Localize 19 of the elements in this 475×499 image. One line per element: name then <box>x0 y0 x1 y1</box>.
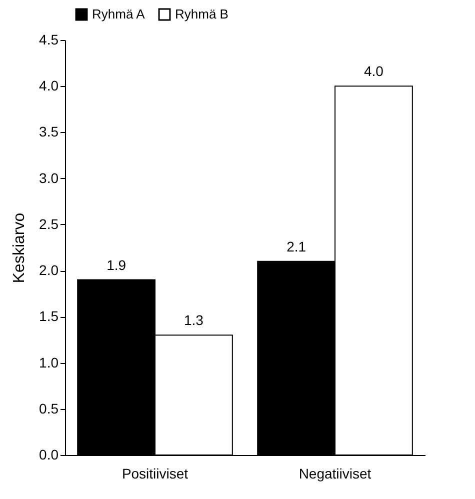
data-label: 2.1 <box>286 238 306 254</box>
y-tick-label: 2.5 <box>39 216 59 232</box>
x-tick-label: Negatiiviset <box>298 466 372 482</box>
y-tick-label: 0.0 <box>39 446 59 462</box>
y-tick-label: 4.0 <box>39 78 59 94</box>
y-axis-title: Keskiarvo <box>11 212 28 284</box>
x-tick-label: Positiiviset <box>122 466 188 482</box>
y-tick-label: 1.5 <box>39 308 59 324</box>
y-tick-label: 2.0 <box>39 262 59 278</box>
y-tick-label: 3.0 <box>39 170 59 186</box>
data-label: 1.9 <box>106 256 126 273</box>
legend-label: Ryhmä B <box>175 6 228 22</box>
y-tick-label: 3.5 <box>39 124 59 140</box>
data-label: 1.3 <box>184 312 204 328</box>
legend-label: Ryhmä A <box>92 6 146 22</box>
y-tick-label: 1.0 <box>39 354 59 370</box>
y-tick-label: 4.5 <box>39 32 59 48</box>
y-tick-label: 0.5 <box>39 400 59 416</box>
data-label: 4.0 <box>364 63 384 80</box>
